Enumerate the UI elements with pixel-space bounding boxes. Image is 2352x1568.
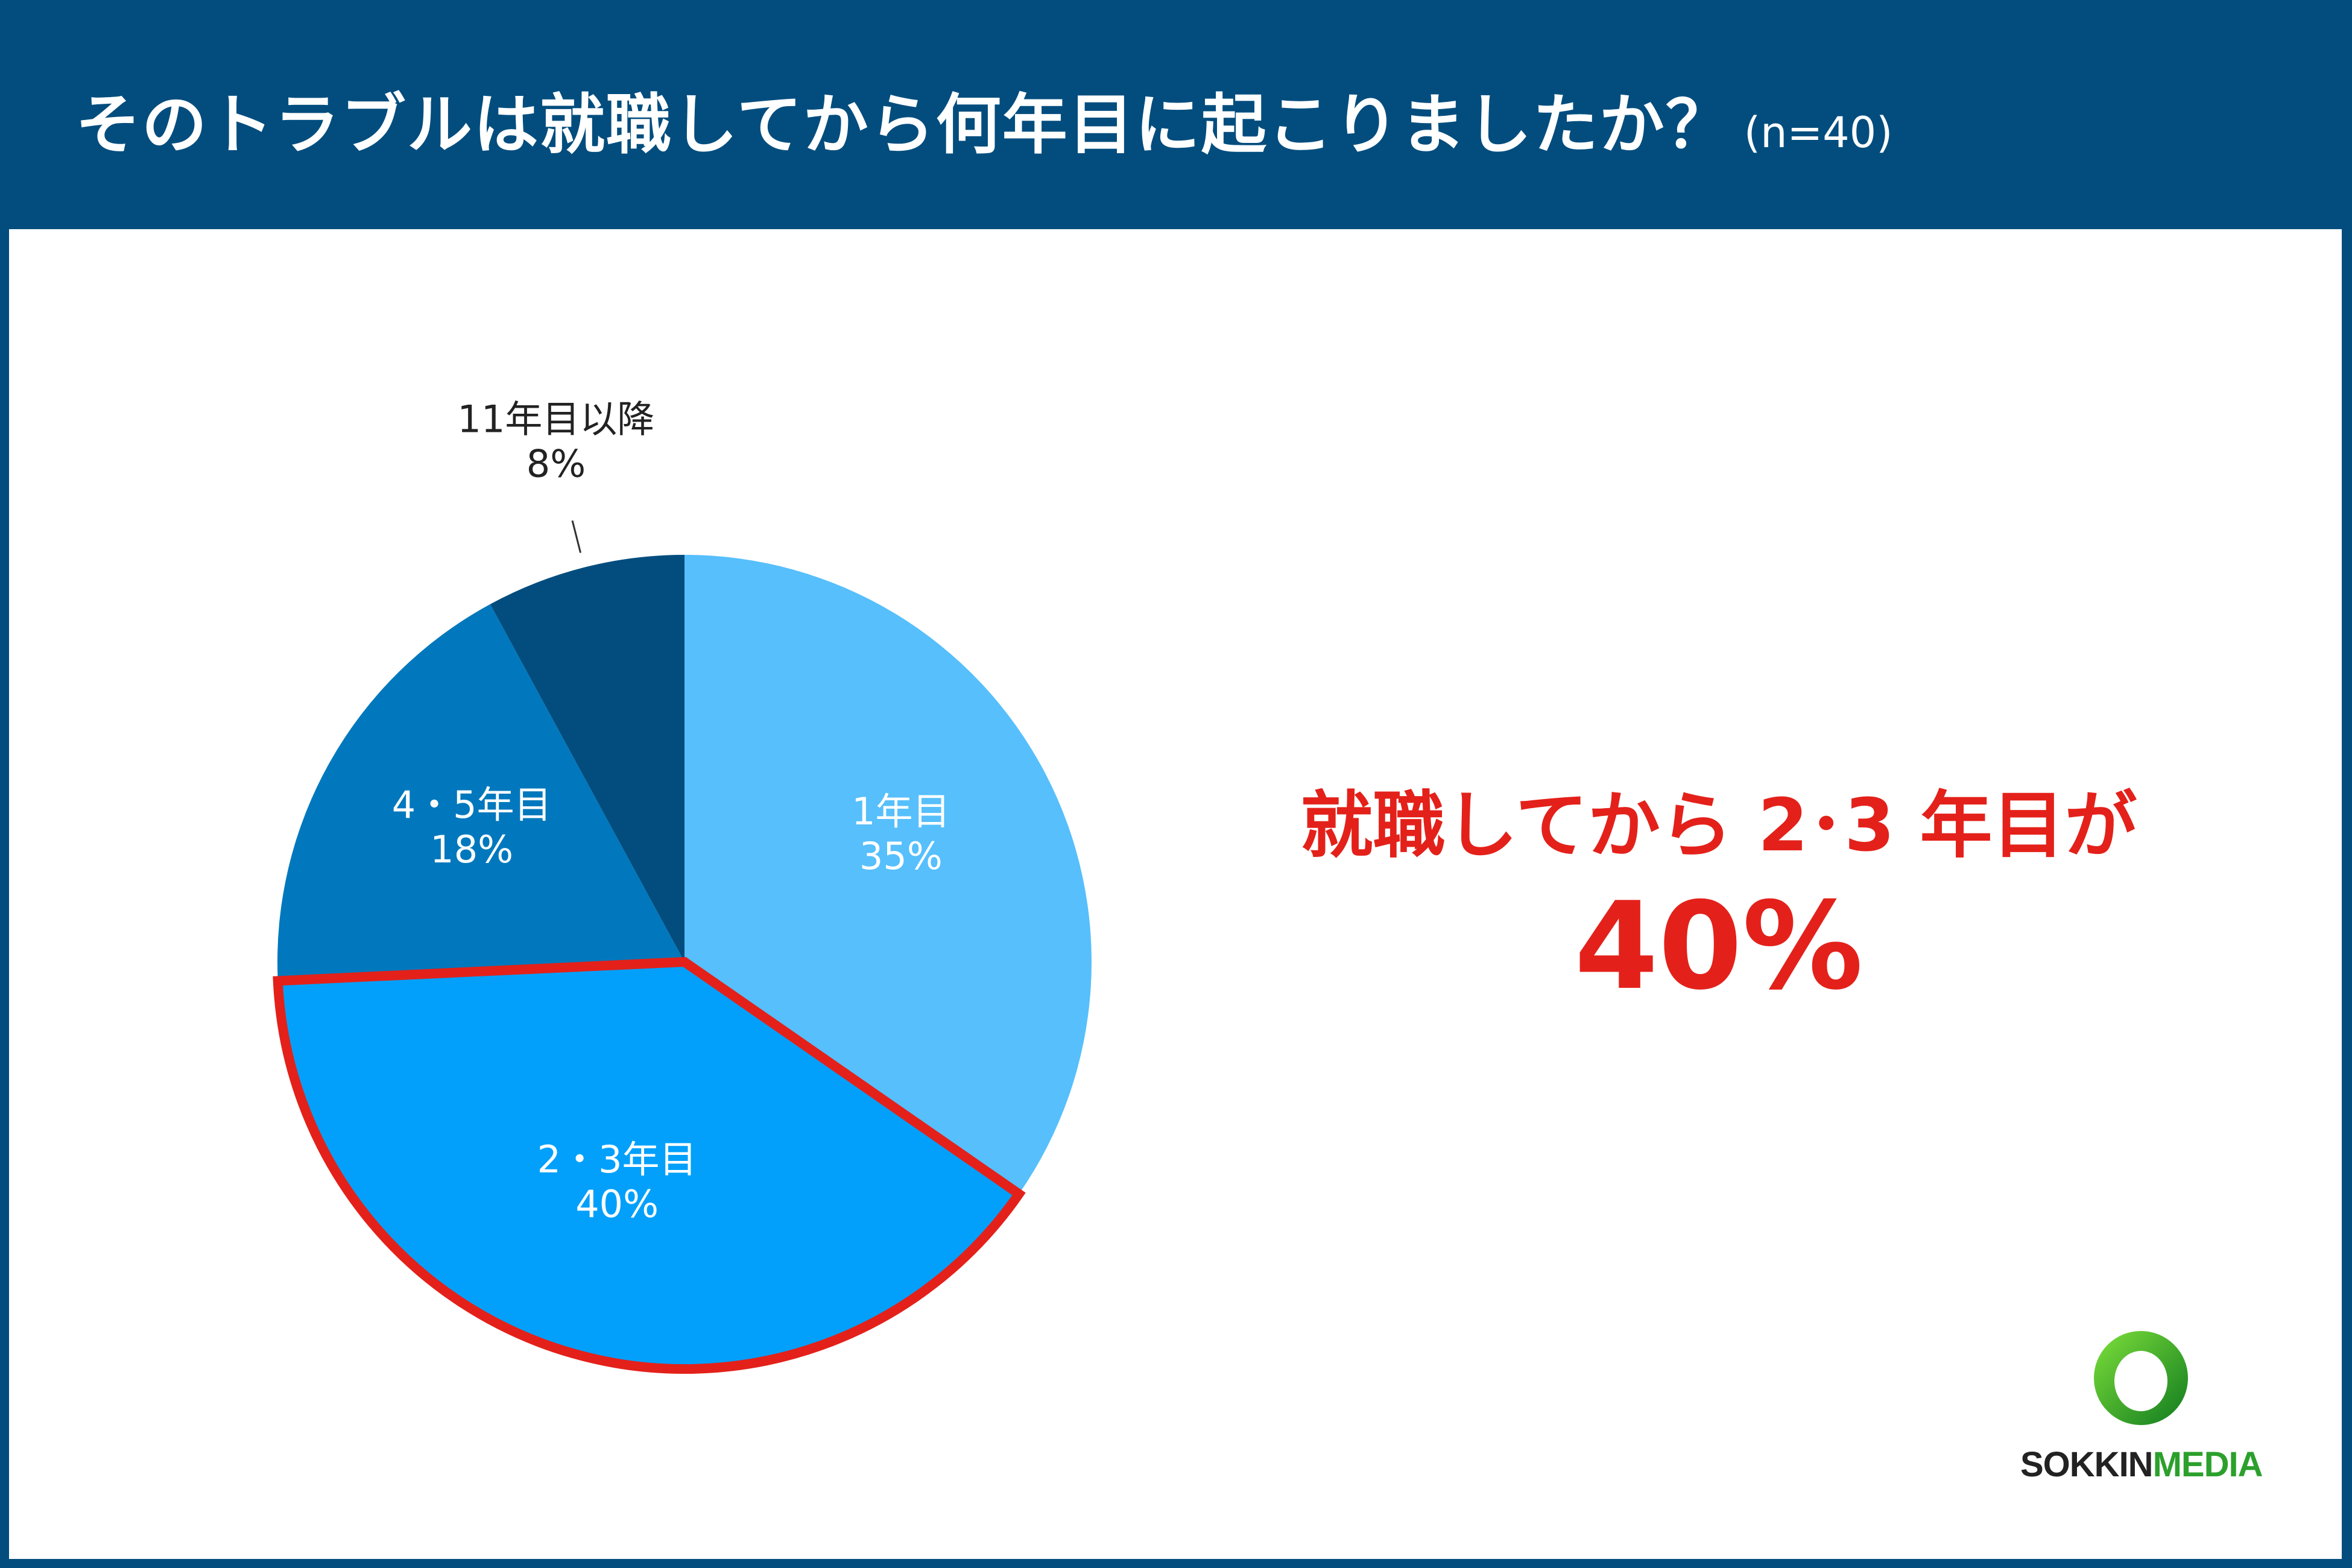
label-year-4-5: 4・5年目 18% <box>392 783 552 871</box>
label-year-2-3: 2・3年目 40% <box>537 1137 697 1226</box>
slice-percentage: 40% <box>575 1182 659 1226</box>
label-year-1: 1年目 35% <box>852 789 950 878</box>
title-text: そのトラブルは就職してから何年目に起こりましたか？ <box>75 87 1732 163</box>
label-year-11-plus: 11年目以降 8% <box>458 397 655 486</box>
logo-text-sokkin: SOKKIN <box>2020 1445 2154 1484</box>
chart-title: そのトラブルは就職してから何年目に起こりましたか？ (n=40) <box>75 89 1892 169</box>
highlight-callout: 就職してから 2･3 年目が 40% <box>1176 781 2262 1016</box>
callout-value: 40% <box>1574 876 1864 1017</box>
slice-category: 4・5年目 <box>392 783 552 827</box>
sample-size: (n=40) <box>1743 108 1893 157</box>
slice-year-2-3 <box>277 962 1019 1369</box>
pie-labels: 1年目 35% 2・3年目 40% 4・5年目 18% 11年目以降 8% <box>392 397 950 1227</box>
slice-year-1 <box>684 555 1092 1194</box>
slice-category: 2・3年目 <box>537 1137 697 1181</box>
slice-percentage: 35% <box>859 834 943 878</box>
pie-slices <box>273 555 1092 1374</box>
highlight-outline <box>273 956 1026 1374</box>
slice-percentage: 18% <box>430 827 513 871</box>
slice-category: 1年目 <box>852 789 950 833</box>
callout-text: 就職してから 2･3 年目が <box>1300 784 2137 868</box>
header-banner: そのトラブルは就職してから何年目に起こりましたか？ (n=40) <box>0 0 2352 229</box>
slice-year-11-plus <box>490 555 684 962</box>
sokkin-media-logo: SOKKINMEDIA <box>2020 1315 2263 1496</box>
leader-line <box>571 520 582 553</box>
slice-category: 11年目以降 <box>458 397 655 441</box>
logo-ring-icon <box>2094 1331 2188 1425</box>
slice-year-4-5 <box>277 604 684 981</box>
logo-wordmark: SOKKINMEDIA <box>2020 1444 2263 1485</box>
logo-text-media: MEDIA <box>2152 1445 2263 1484</box>
slice-percentage: 8% <box>526 442 586 486</box>
